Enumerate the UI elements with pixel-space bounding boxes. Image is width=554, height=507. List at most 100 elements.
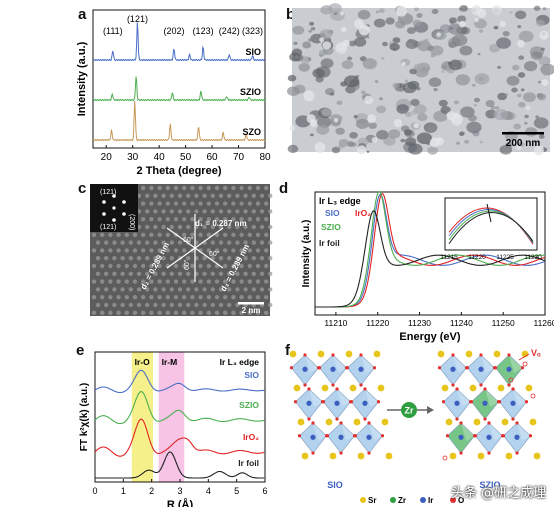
- hrtem-lattice-dot: [145, 256, 150, 261]
- xanes-xtick-label: 11230: [408, 318, 431, 328]
- tem-particle: [361, 90, 366, 94]
- hrtem-lattice-dot: [198, 295, 203, 300]
- hrtem-lattice-dot: [227, 209, 232, 214]
- tem-particle: [459, 5, 469, 12]
- tem-pore: [333, 118, 339, 123]
- o-atom: [335, 417, 339, 421]
- octahedron-ir-face: [369, 423, 383, 441]
- hrtem-lattice-dot: [149, 263, 154, 269]
- hrtem-lattice-dot: [223, 248, 228, 253]
- xanes-inset-tick: 11215: [440, 254, 458, 261]
- hrtem-lattice-dot: [194, 287, 199, 292]
- hrtem-lattice-dot: [239, 295, 244, 300]
- o-atom: [331, 353, 335, 357]
- tem-particle: [368, 122, 377, 129]
- fft-label: (121): [100, 189, 116, 196]
- hrtem-lattice-dot: [243, 224, 248, 230]
- tem-image: 200 nm: [287, 3, 554, 156]
- vo-pointer: [518, 353, 530, 361]
- hrtem-lattice-dot: [112, 240, 117, 245]
- hrtem-lattice-dot: [210, 224, 215, 230]
- xrd-peak-index: (242): [219, 26, 240, 36]
- tem-particle: [308, 38, 313, 42]
- exafs-series-label: IrO₂: [243, 432, 259, 442]
- hrtem-lattice-dot: [124, 310, 129, 315]
- hrtem-lattice-dot: [100, 310, 105, 315]
- tem-particle: [353, 115, 358, 119]
- fft-label: (200): [128, 214, 135, 230]
- sr-atom: [357, 452, 365, 460]
- hrtem-lattice-dot: [202, 271, 207, 276]
- hrtem-lattice-dot: [264, 279, 269, 284]
- ir-atom: [458, 434, 464, 440]
- o-atom: [363, 417, 367, 421]
- hrtem-lattice-dot: [259, 256, 265, 261]
- o-atom: [363, 387, 367, 391]
- hrtem-lattice-dot: [239, 217, 244, 222]
- hrtem-lattice-dot: [202, 256, 207, 261]
- tem-particle: [523, 60, 538, 72]
- hrtem-lattice-dot: [268, 256, 273, 261]
- hrtem-lattice-dot: [227, 256, 232, 261]
- tem-scale-bar: [502, 132, 544, 135]
- octahedron-zr-face: [485, 389, 499, 407]
- sr-atom: [293, 384, 301, 392]
- exafs-series: [95, 451, 265, 479]
- tem-particle: [312, 68, 325, 79]
- hrtem-lattice-dot: [255, 279, 261, 284]
- hrtem-lattice-dot: [128, 271, 133, 276]
- hrtem-lattice-dot: [255, 185, 261, 191]
- hrtem-lattice-dot: [145, 193, 150, 198]
- tem-pore: [517, 39, 525, 48]
- tem-particle: [535, 115, 540, 119]
- sr-atom: [321, 384, 329, 392]
- xrd-frame: [92, 9, 266, 149]
- o-atom: [297, 434, 302, 438]
- hrtem-lattice-dot: [206, 248, 211, 253]
- hrtem-lattice-dot: [239, 185, 244, 191]
- hrtem-lattice-dot: [141, 295, 146, 300]
- xrd-peak-index: (111): [103, 26, 123, 36]
- legend-label: O: [458, 496, 464, 505]
- tem-particle: [347, 56, 353, 61]
- o-atom: [483, 387, 487, 391]
- hrtem-lattice-dot: [235, 240, 240, 245]
- hrtem-lattice-dot: [231, 232, 236, 237]
- o-atom: [367, 451, 371, 455]
- hrtem-lattice-dot: [136, 287, 142, 292]
- hrtem-lattice-dot: [165, 217, 170, 222]
- tem-particle: [506, 75, 520, 86]
- hrtem-lattice-dot: [190, 310, 195, 315]
- hrtem-lattice-dot: [202, 193, 207, 198]
- xrd-peak-index: (202): [163, 26, 184, 36]
- hrtem-lattice-dot: [173, 185, 179, 191]
- tem-pore: [533, 145, 544, 156]
- legend-swatch: [450, 497, 456, 503]
- o-atom: [483, 417, 487, 421]
- tem-particle: [479, 140, 483, 144]
- hrtem-lattice-dot: [91, 295, 97, 300]
- tem-particle: [533, 117, 549, 129]
- vo-label: Vₒ: [531, 348, 541, 358]
- hrtem-lattice-dot: [177, 193, 183, 198]
- hrtem-lattice-dot: [120, 256, 125, 261]
- tem-particle: [287, 86, 300, 97]
- panel-d: d 11210 11220 11230 11240 11250 11260 Energy (…: [275, 180, 554, 345]
- hrtem-lattice-dot: [157, 201, 162, 206]
- hrtem-lattice-dot: [243, 209, 248, 214]
- tem-particle: [321, 108, 332, 117]
- hrtem-lattice-dot: [235, 256, 240, 261]
- tem-particle: [403, 129, 413, 136]
- hrtem-lattice-dot: [268, 271, 273, 276]
- xanes-title: Ir L₃ edge: [319, 196, 361, 206]
- hrtem-lattice-dot: [198, 185, 203, 191]
- o-atom: [376, 400, 381, 404]
- tem-pore: [429, 137, 440, 148]
- tem-pore: [413, 122, 420, 129]
- hrtem-lattice-dot: [264, 263, 269, 269]
- sr-atom: [469, 384, 477, 392]
- hrtem-lattice-dot: [153, 302, 158, 308]
- hrtem-lattice-dot: [231, 185, 236, 191]
- hrtem-lattice-dot: [108, 263, 113, 269]
- xrd-xtick-label: 40: [154, 152, 166, 163]
